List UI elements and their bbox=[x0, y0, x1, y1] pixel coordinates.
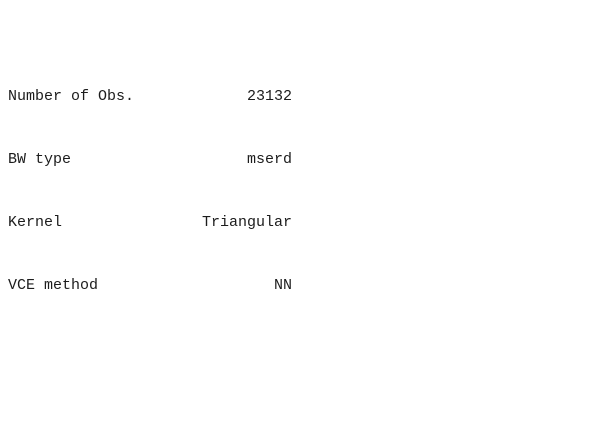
summary-row: Kernel Triangular bbox=[8, 212, 614, 233]
stat-value: mserd bbox=[246, 151, 292, 168]
summary-row: Number of Obs. 23132 bbox=[8, 86, 614, 107]
stat-label: Number of Obs. bbox=[8, 88, 135, 105]
stat-label: BW type bbox=[8, 151, 72, 168]
stat-value: Triangular bbox=[201, 214, 292, 231]
stat-value: 23132 bbox=[246, 88, 292, 105]
stat-label: Kernel bbox=[8, 214, 63, 231]
section-gap bbox=[8, 359, 614, 385]
summary-row: VCE method NN bbox=[8, 275, 614, 296]
stat-value: NN bbox=[273, 277, 292, 294]
summary-row: BW type mserd bbox=[8, 149, 614, 170]
stat-label: VCE method bbox=[8, 277, 99, 294]
